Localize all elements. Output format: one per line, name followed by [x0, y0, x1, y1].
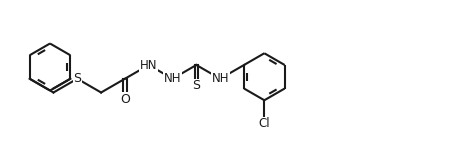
Text: Cl: Cl [258, 117, 269, 130]
Text: S: S [192, 79, 200, 92]
Text: NH: NH [163, 72, 181, 85]
Text: NH: NH [211, 72, 228, 85]
Text: HN: HN [140, 59, 157, 72]
Text: S: S [73, 72, 81, 85]
Text: O: O [120, 93, 130, 106]
